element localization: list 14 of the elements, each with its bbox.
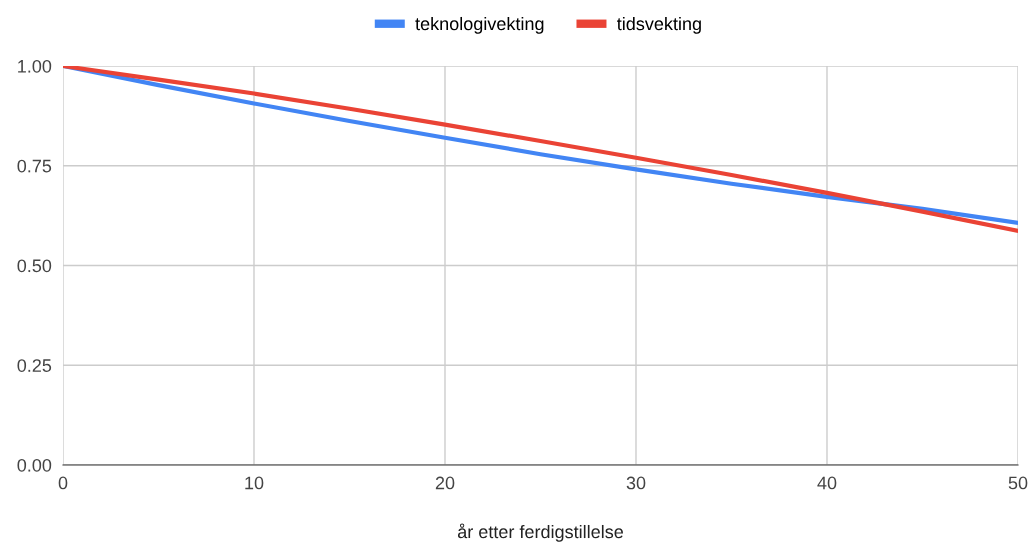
x-tick-label: 10	[245, 476, 264, 490]
y-tick-label: 0.50	[17, 259, 52, 273]
legend-label: tidsvekting	[617, 16, 701, 34]
y-tick-label: 1.00	[18, 59, 52, 73]
legend-label: teknologivekting	[415, 16, 544, 34]
x-axis-title: år etter ferdigstillelse	[457, 523, 623, 542]
x-tick-label: 0	[58, 476, 68, 490]
x-tick-label: 50	[1008, 476, 1028, 490]
x-tick-label: 30	[626, 476, 646, 490]
x-tick-label: 20	[435, 476, 455, 490]
y-tick-label: 0.25	[17, 359, 52, 372]
y-tick-label: 0.75	[17, 159, 52, 173]
x-tick-label: 40	[817, 476, 837, 490]
y-tick-label: 0.00	[17, 458, 52, 472]
